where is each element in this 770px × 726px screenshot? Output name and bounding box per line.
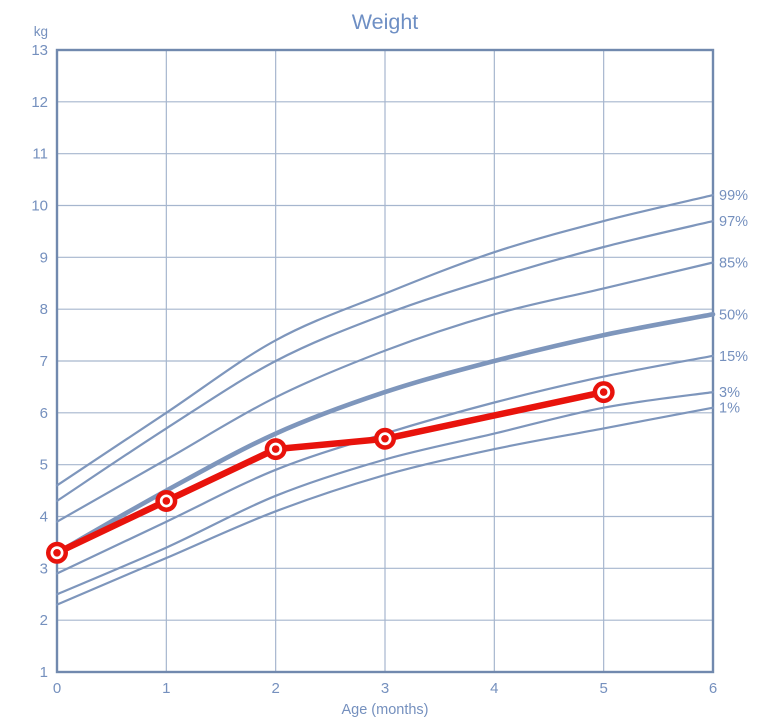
y-tick-label-1: 1 — [40, 664, 48, 681]
x-tick-label-5: 5 — [599, 680, 607, 697]
y-tick-label-9: 9 — [40, 249, 48, 266]
percentile-label-15: 15% — [719, 349, 748, 365]
y-tick-label-7: 7 — [40, 353, 48, 370]
x-tick-label-6: 6 — [709, 680, 717, 697]
point-center-dot — [381, 434, 389, 443]
point-center-dot — [53, 548, 61, 557]
grid-layer — [55, 48, 715, 674]
point-center-dot — [162, 497, 171, 505]
patient-weight-line — [53, 388, 607, 557]
percentile-curve-99 — [55, 194, 715, 487]
percentile-label-97: 97% — [719, 214, 748, 230]
y-tick-label-6: 6 — [40, 405, 48, 422]
patient-weight-point — [592, 381, 615, 404]
y-tick-label-3: 3 — [40, 560, 48, 577]
percentile-labels-layer: 99% 97% 85% 50% 15% 3%1% — [719, 188, 748, 417]
y-tick-label-11: 11 — [32, 146, 48, 163]
x-tick-label-3: 3 — [381, 680, 389, 697]
patient-weight-point — [155, 489, 178, 512]
percentile-label-1: 1% — [719, 401, 740, 417]
point-center-dot — [599, 388, 608, 396]
chart-title: Weight — [352, 10, 419, 34]
percentile-curve-1 — [55, 406, 715, 606]
x-tick-label-2: 2 — [271, 680, 279, 697]
x-tick-label-0: 0 — [53, 680, 61, 697]
plot-border — [55, 48, 715, 674]
x-tick-label-4: 4 — [490, 680, 498, 697]
y-axis-unit-label: kg — [34, 24, 48, 39]
point-center-dot — [271, 445, 280, 453]
y-tick-label-2: 2 — [40, 612, 48, 629]
y-tick-label-5: 5 — [40, 457, 48, 474]
percentile-label-85: 85% — [719, 256, 748, 272]
y-tick-label-8: 8 — [40, 301, 48, 318]
percentile-curve-85 — [55, 261, 715, 523]
y-tick-label-10: 10 — [31, 198, 48, 215]
patient-series-layer — [46, 381, 615, 564]
percentile-curve-97 — [55, 220, 715, 502]
percentile-label-50: 50% — [719, 307, 748, 323]
y-tick-label-12: 12 — [31, 94, 48, 111]
percentile-curve-3 — [55, 391, 715, 596]
patient-weight-point — [46, 541, 68, 564]
patient-weight-point — [374, 427, 396, 450]
patient-weight-point — [264, 438, 287, 461]
x-axis-title: Age (months) — [341, 702, 428, 718]
y-tick-label-4: 4 — [40, 509, 48, 526]
x-tick-label-1: 1 — [162, 680, 170, 697]
y-tick-label-13: 13 — [31, 42, 48, 59]
percentile-label-99: 99% — [719, 188, 748, 204]
percentile-label-3: 3% — [719, 385, 740, 401]
